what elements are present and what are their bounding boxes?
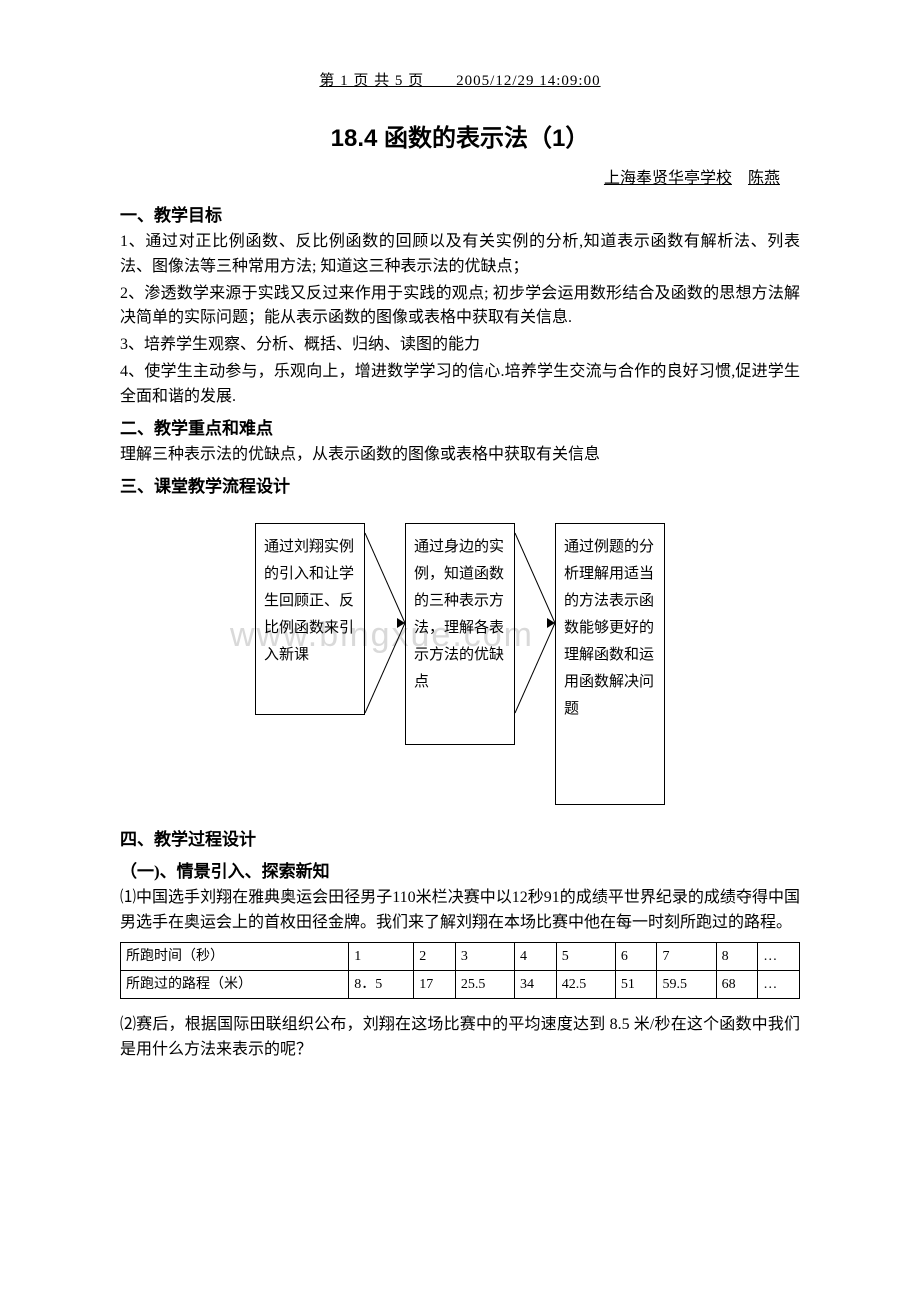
byline-author: 陈燕 xyxy=(748,170,780,187)
table-cell: 25.5 xyxy=(455,970,514,998)
table-cell: 68 xyxy=(716,970,758,998)
table-cell: 42.5 xyxy=(556,970,615,998)
table-cell: 17 xyxy=(414,970,456,998)
byline-school: 上海奉贤华亭学校 xyxy=(604,170,732,187)
table-cell: 51 xyxy=(615,970,657,998)
flow-box-2: 通过身边的实例，知道函数的三种表示方法，理解各表示方法的优缺点 xyxy=(405,523,515,745)
section1-p1: 1、通过对正比例函数、反比例函数的回顾以及有关实例的分析,知道表示函数有解析法、… xyxy=(120,230,800,280)
table-cell: 59.5 xyxy=(657,970,716,998)
flow-arrow-1 xyxy=(365,523,405,723)
table-cell: 3 xyxy=(455,942,514,970)
section4-p1: ⑴中国选手刘翔在雅典奥运会田径男子110米栏决赛中以12秒91的成绩平世界纪录的… xyxy=(120,886,800,936)
row1-label: 所跑时间（秒） xyxy=(121,942,349,970)
flowchart: 通过刘翔实例的引入和让学生回顾正、反比例函数来引入新课 通过身边的实例，知道函数… xyxy=(120,523,800,805)
flow-box-1: 通过刘翔实例的引入和让学生回顾正、反比例函数来引入新课 xyxy=(255,523,365,715)
section1-p4: 4、使学生主动参与，乐观向上，增进数学学习的信心.培养学生交流与合作的良好习惯,… xyxy=(120,360,800,410)
section1-p3: 3、培养学生观察、分析、概括、归纳、读图的能力 xyxy=(120,333,800,358)
row2-label: 所跑过的路程（米） xyxy=(121,970,349,998)
page-content: 第 1 页 共 5 页 2005/12/29 14:09:00 18.4 函数的… xyxy=(120,70,800,1063)
document-title: 18.4 函数的表示法（1） xyxy=(120,121,800,157)
data-table: 所跑时间（秒） 1 2 3 4 5 6 7 8 … 所跑过的路程（米） 8．5 … xyxy=(120,942,800,999)
flow-box-3: 通过例题的分析理解用适当的方法表示函数能够更好的理解函数和运用函数解决问题 xyxy=(555,523,665,805)
table-cell: 8．5 xyxy=(349,970,414,998)
table-cell: … xyxy=(758,970,800,998)
section2-heading: 二、教学重点和难点 xyxy=(120,416,800,442)
table-cell: … xyxy=(758,942,800,970)
section4-heading: 四、教学过程设计 xyxy=(120,827,800,853)
table-row: 所跑过的路程（米） 8．5 17 25.5 34 42.5 51 59.5 68… xyxy=(121,970,800,998)
section4-sub: （一)、情景引入、探索新知 xyxy=(120,859,800,885)
section4-p2: ⑵赛后，根据国际田联组织公布，刘翔在这场比赛中的平均速度达到 8.5 米/秒在这… xyxy=(120,1013,800,1063)
table-cell: 2 xyxy=(414,942,456,970)
table-cell: 7 xyxy=(657,942,716,970)
section1-p2: 2、渗透数学来源于实践又反过来作用于实践的观点; 初步学会运用数形结合及函数的思… xyxy=(120,282,800,332)
table-cell: 5 xyxy=(556,942,615,970)
byline: 上海奉贤华亭学校 陈燕 xyxy=(120,167,800,191)
section1-heading: 一、教学目标 xyxy=(120,203,800,229)
table-cell: 8 xyxy=(716,942,758,970)
section2-p1: 理解三种表示法的优缺点，从表示函数的图像或表格中获取有关信息 xyxy=(120,443,800,468)
section3-heading: 三、课堂教学流程设计 xyxy=(120,474,800,500)
table-cell: 6 xyxy=(615,942,657,970)
table-cell: 1 xyxy=(349,942,414,970)
flow-arrow-2 xyxy=(515,523,555,723)
page-header: 第 1 页 共 5 页 2005/12/29 14:09:00 xyxy=(120,70,800,93)
table-cell: 4 xyxy=(515,942,557,970)
table-cell: 34 xyxy=(515,970,557,998)
table-row: 所跑时间（秒） 1 2 3 4 5 6 7 8 … xyxy=(121,942,800,970)
